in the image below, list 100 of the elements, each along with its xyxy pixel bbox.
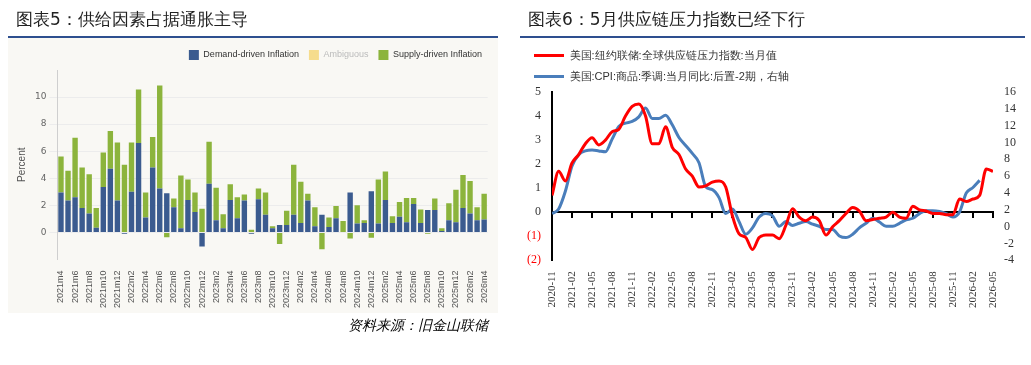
x-tick-label: 2025m8 xyxy=(422,270,433,303)
bar xyxy=(234,197,240,219)
bar xyxy=(142,192,149,218)
bar xyxy=(283,224,290,232)
bar xyxy=(121,164,128,232)
x-tick-label: 2024-08 xyxy=(845,270,858,309)
y2-tick-label: -2 xyxy=(1004,235,1014,250)
bar xyxy=(234,218,240,232)
x-tick-label: 2022m10 xyxy=(182,270,193,308)
x-tick-label: 2023-11 xyxy=(785,271,798,308)
bar xyxy=(142,217,149,232)
bar xyxy=(157,85,163,189)
bar xyxy=(128,191,135,232)
chart-title: 图表5：供给因素占据通胀主导 xyxy=(8,0,498,38)
x-tick-label: 2022m12 xyxy=(196,270,207,308)
bar xyxy=(135,89,142,144)
x-tick-label: 2021m4 xyxy=(55,270,66,303)
bar xyxy=(262,192,269,215)
bar xyxy=(199,232,205,247)
x-tick-label: 2023m6 xyxy=(238,270,249,303)
x-tick-label: 2023-08 xyxy=(765,270,778,309)
x-tick-label: 2022m8 xyxy=(168,270,179,303)
y-tick-label: 0 xyxy=(40,226,47,237)
bar xyxy=(149,136,156,168)
bar xyxy=(262,214,269,232)
bar xyxy=(389,222,396,232)
bar xyxy=(326,217,332,227)
x-tick-label: 2025m12 xyxy=(450,270,461,308)
x-tick-label: 2021-05 xyxy=(584,270,597,309)
x-tick-label: 2025-08 xyxy=(925,270,938,309)
y-tick-label: 2 xyxy=(534,156,541,171)
x-tick-label: 2023m2 xyxy=(210,270,221,303)
y-tick-label: (1) xyxy=(526,228,541,243)
bar xyxy=(396,216,403,232)
x-tick-label: 2026-02 xyxy=(965,271,978,309)
y2-tick-label: 12 xyxy=(1004,117,1016,132)
x-tick-label: 2025m4 xyxy=(394,270,404,303)
x-tick-label: 2025m2 xyxy=(379,270,390,303)
bar xyxy=(227,184,233,200)
bar xyxy=(425,210,431,232)
text: 资料来源：旧金山联储 xyxy=(347,317,491,335)
y-tick-label: 0 xyxy=(534,204,541,219)
chart-title: 图表6：5月供应链压力指数已经下行 xyxy=(520,0,1025,38)
x-tick-label: 2021m8 xyxy=(83,270,94,303)
bar xyxy=(410,197,417,204)
bar xyxy=(93,208,99,228)
x-tick-label: 2025-11 xyxy=(945,271,958,308)
y-tick-label: 3 xyxy=(534,132,541,147)
bar xyxy=(347,192,353,232)
x-tick-label: 2022m4 xyxy=(140,270,151,303)
x-tick-label: 2021-11 xyxy=(625,271,638,308)
x-tick-label: 2021m12 xyxy=(111,270,122,308)
x-tick-label: 2024m8 xyxy=(337,270,348,303)
y-tick-label: 2 xyxy=(40,199,47,210)
y2-tick-label: 14 xyxy=(1004,100,1016,115)
y2-tick-label: 4 xyxy=(1004,185,1010,200)
x-tick-label: 2025m10 xyxy=(436,270,447,308)
bar xyxy=(114,200,121,232)
bar xyxy=(100,187,106,232)
bar xyxy=(298,181,304,223)
x-tick-label: 2024m10 xyxy=(351,270,362,308)
y-tick-label: 8 xyxy=(40,118,47,129)
bar xyxy=(114,142,121,201)
x-tick-label: 2021-02 xyxy=(564,271,577,309)
bar xyxy=(417,209,424,223)
x-tick-label: 2023-02 xyxy=(725,271,738,309)
bar xyxy=(375,179,382,224)
bar xyxy=(382,171,389,200)
x-tick-label: 2023m12 xyxy=(281,270,292,308)
x-tick-label: 2024m12 xyxy=(365,270,376,308)
bar xyxy=(128,142,135,192)
x-tick-label: 2024m2 xyxy=(295,270,306,303)
bar xyxy=(340,220,346,232)
bar xyxy=(135,143,142,232)
bar xyxy=(319,232,325,250)
bar xyxy=(291,164,297,215)
legend-label: 美国:CPI:商品:季调:当月同比:后置-2期，右轴 xyxy=(569,69,789,82)
x-tick-label: 2022-02 xyxy=(645,271,658,309)
bar xyxy=(107,168,114,232)
x-tick-label: 2023-05 xyxy=(745,270,758,309)
x-tick-label: 2025-02 xyxy=(885,271,898,309)
x-tick-label: 2020-11 xyxy=(544,271,557,308)
x-tick-label: 2023m10 xyxy=(267,270,278,308)
bar xyxy=(276,224,283,232)
bar xyxy=(361,220,367,223)
x-tick-label: 2025m6 xyxy=(408,270,419,303)
x-tick-label: 2024-02 xyxy=(805,271,818,309)
x-tick-label: 2022m2 xyxy=(125,270,136,303)
y2-tick-label: 0 xyxy=(1004,218,1010,233)
y-tick-label: (2) xyxy=(526,252,541,267)
bar xyxy=(206,141,212,184)
bar xyxy=(403,197,410,223)
y2-tick-label: 6 xyxy=(1004,168,1010,183)
x-tick-label: 2021m10 xyxy=(97,270,108,308)
y2-tick-label: 2 xyxy=(1004,201,1010,216)
bar xyxy=(389,216,396,223)
x-tick-label: 2024-11 xyxy=(865,271,878,308)
x-tick-label: 2025-05 xyxy=(905,270,918,309)
bar xyxy=(417,222,424,232)
bar xyxy=(164,193,170,232)
